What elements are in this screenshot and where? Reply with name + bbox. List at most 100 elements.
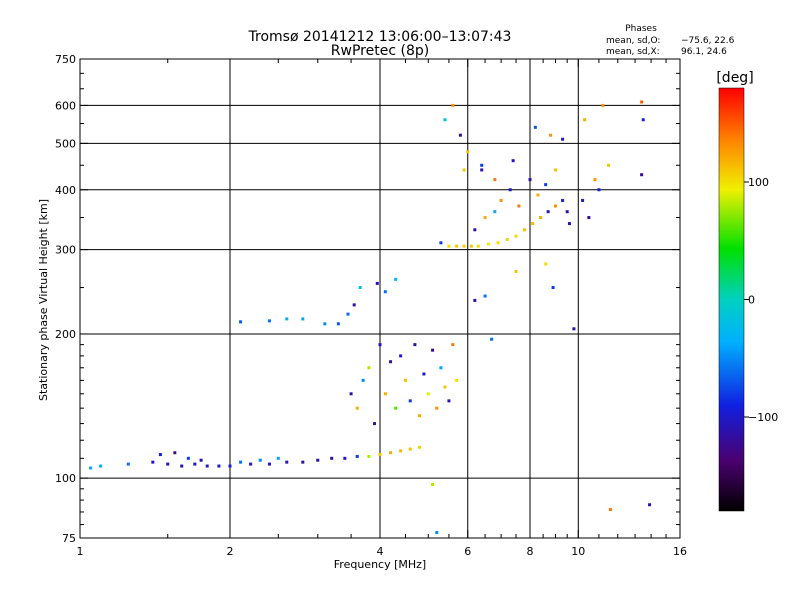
x-tick-label: 1	[77, 545, 84, 558]
data-point	[483, 216, 487, 220]
data-point	[462, 244, 466, 248]
data-point	[158, 453, 162, 457]
data-point	[276, 456, 280, 460]
y-tick-label: 600	[55, 99, 76, 112]
phases-o-label: mean, sd,O:	[606, 36, 660, 46]
x-tick-label: 8	[527, 545, 534, 558]
data-point	[447, 244, 451, 248]
colorbar-ticks: 100 0 −100	[744, 176, 778, 424]
data-point	[435, 531, 439, 535]
data-point	[508, 188, 512, 192]
data-point	[383, 392, 387, 396]
data-point	[180, 464, 184, 468]
data-point	[89, 466, 93, 470]
data-point	[587, 216, 591, 220]
phases-x-label: mean, sd,X:	[606, 47, 660, 57]
data-point	[267, 462, 271, 466]
data-point	[466, 150, 470, 154]
y-tick-label: 500	[55, 137, 76, 150]
data-point	[640, 100, 644, 104]
data-point	[528, 178, 532, 182]
x-tick-label: 6	[464, 545, 471, 558]
colorbar	[718, 87, 745, 512]
data-point	[151, 460, 155, 464]
data-point	[493, 210, 497, 214]
data-point	[394, 277, 398, 281]
data-point	[539, 216, 543, 220]
data-point	[417, 414, 421, 418]
data-point	[285, 460, 289, 464]
data-point	[239, 460, 243, 464]
data-point	[608, 508, 612, 512]
data-point	[523, 228, 527, 232]
data-point	[413, 343, 417, 347]
data-point	[301, 317, 305, 321]
grid-lines	[80, 59, 680, 538]
x-tick-label: 10	[571, 545, 585, 558]
data-point	[399, 354, 403, 358]
data-point	[533, 125, 537, 129]
data-point	[352, 303, 356, 307]
data-point	[267, 319, 271, 323]
data-point	[378, 343, 382, 347]
data-point	[607, 163, 611, 167]
data-point	[549, 133, 553, 137]
data-point	[641, 118, 645, 122]
data-point	[228, 464, 232, 468]
data-point	[581, 198, 585, 202]
data-point	[399, 449, 403, 453]
y-tick-label: 750	[55, 53, 76, 66]
data-point	[499, 198, 503, 202]
data-point	[126, 462, 130, 466]
x-axis-label: Frequency [MHz]	[334, 558, 426, 571]
data-point	[544, 183, 548, 187]
axis-ticks: 1 2 4 6 8 10 16 75 100 200 300 400 500 600 750	[55, 53, 687, 558]
data-point	[565, 210, 569, 214]
data-point	[166, 462, 170, 466]
data-point	[355, 454, 359, 458]
phases-o-values: −75.6, 22.6	[681, 36, 735, 46]
data-point	[648, 503, 652, 507]
colorbar-tick-label: 0	[748, 294, 755, 307]
data-point	[462, 168, 466, 172]
data-point	[546, 210, 550, 214]
data-point	[373, 422, 377, 426]
data-point	[408, 399, 412, 403]
data-point	[443, 385, 447, 389]
data-point	[367, 454, 371, 458]
data-point	[455, 378, 459, 382]
data-point	[186, 456, 190, 460]
data-point	[316, 458, 320, 462]
chart-subtitle: RwPretec (8p)	[331, 43, 429, 59]
data-point	[99, 464, 103, 468]
data-point	[517, 204, 521, 208]
data-point	[355, 406, 359, 410]
data-point	[443, 118, 447, 122]
data-point	[505, 237, 509, 241]
data-point	[349, 392, 353, 396]
y-tick-label: 200	[55, 328, 76, 341]
data-point	[561, 137, 565, 141]
data-point	[383, 290, 387, 294]
data-point	[451, 343, 455, 347]
data-point	[422, 372, 426, 376]
data-point	[378, 453, 382, 457]
data-point	[493, 178, 497, 182]
data-point	[361, 378, 365, 382]
data-point	[426, 392, 430, 396]
data-point	[551, 286, 555, 290]
y-tick-label: 100	[55, 472, 76, 485]
x-tick-label: 4	[377, 545, 384, 558]
data-point	[640, 173, 644, 177]
phases-title: Phases	[625, 24, 657, 34]
data-point	[301, 460, 305, 464]
phases-x-values: 96.1, 24.6	[681, 47, 727, 57]
data-point	[496, 241, 500, 245]
data-point	[408, 447, 412, 451]
data-point	[451, 103, 455, 107]
data-point	[553, 204, 557, 208]
data-point	[567, 222, 571, 226]
data-point	[239, 320, 243, 324]
data-point	[439, 241, 443, 245]
